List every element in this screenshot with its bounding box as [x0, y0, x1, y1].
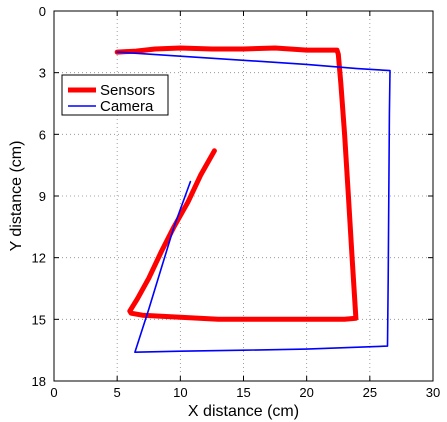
legend: Sensors Camera — [61, 74, 169, 116]
y-tick-label: 9 — [39, 189, 46, 204]
x-tick-label: 10 — [173, 385, 187, 400]
x-tick-label: 5 — [114, 385, 121, 400]
x-tick-label: 15 — [236, 385, 250, 400]
x-tick-label: 0 — [50, 385, 57, 400]
series-line-camera — [116, 51, 391, 354]
legend-label-sensors: Sensors — [100, 82, 155, 99]
series-line-sensors — [114, 45, 359, 322]
x-tick-label: 25 — [363, 385, 377, 400]
x-tick-label: 30 — [426, 385, 440, 400]
x-tick-label: 20 — [299, 385, 313, 400]
y-tick-label: 12 — [32, 251, 46, 266]
y-tick-label: 3 — [39, 66, 46, 81]
y-tick-label: 0 — [39, 4, 46, 19]
y-axis-label: Y distance (cm) — [8, 141, 25, 252]
y-tick-label: 6 — [39, 127, 46, 142]
legend-label-camera: Camera — [100, 98, 154, 115]
legend-box — [61, 74, 169, 116]
series-layer — [114, 45, 391, 354]
ticks — [53, 10, 434, 382]
y-tick-label: 18 — [32, 374, 46, 389]
y-tick-label: 15 — [32, 312, 46, 327]
x-axis-label: X distance (cm) — [188, 403, 299, 420]
tick-labels: 0 5 10 15 20 25 30 0 3 6 9 12 15 18 — [32, 4, 441, 400]
